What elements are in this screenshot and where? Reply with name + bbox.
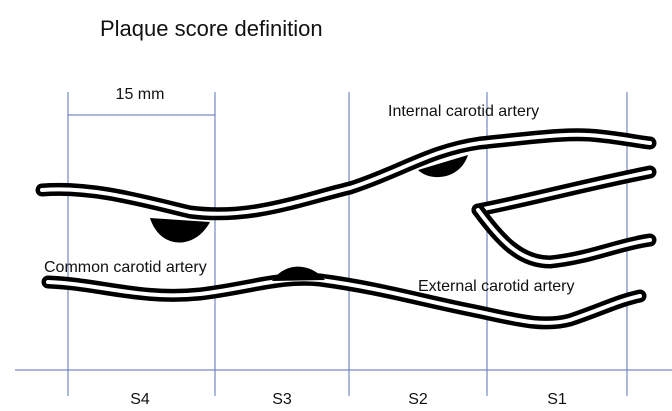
internal-label: Internal carotid artery <box>388 103 539 120</box>
segment-label: S1 <box>547 391 567 408</box>
title: Plaque score definition <box>100 16 323 41</box>
common-label: Common carotid artery <box>44 259 207 276</box>
segment-label: S4 <box>130 391 150 408</box>
segment-label: S3 <box>272 391 292 408</box>
external-label: External carotid artery <box>418 278 575 295</box>
segment-label: S2 <box>408 391 428 408</box>
artery-drawing <box>35 128 657 330</box>
scale-label: 15 mm <box>116 86 165 103</box>
